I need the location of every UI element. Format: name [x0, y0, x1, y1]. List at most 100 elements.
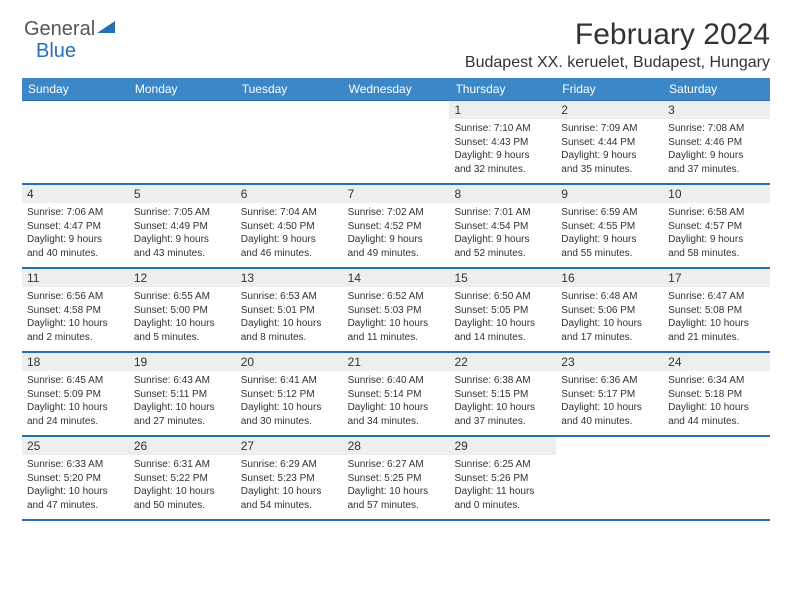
sunrise-text: Sunrise: 6:56 AM	[27, 290, 124, 304]
day-number: 13	[236, 269, 343, 287]
day-number: 24	[663, 353, 770, 371]
daylight-text: and 50 minutes.	[134, 499, 231, 513]
day-info: Sunrise: 6:29 AMSunset: 5:23 PMDaylight:…	[236, 455, 343, 516]
day-number: 22	[449, 353, 556, 371]
sunset-text: Sunset: 4:58 PM	[27, 304, 124, 318]
day-number: 28	[343, 437, 450, 455]
daylight-text: Daylight: 9 hours	[134, 233, 231, 247]
daylight-text: and 58 minutes.	[668, 247, 765, 261]
daylight-text: and 21 minutes.	[668, 331, 765, 345]
sunset-text: Sunset: 5:08 PM	[668, 304, 765, 318]
day-number	[343, 101, 450, 119]
logo-text-general: General	[24, 18, 95, 41]
day-cell: 15Sunrise: 6:50 AMSunset: 5:05 PMDayligh…	[449, 269, 556, 351]
daylight-text: and 55 minutes.	[561, 247, 658, 261]
day-cell	[663, 437, 770, 519]
sunset-text: Sunset: 5:05 PM	[454, 304, 551, 318]
sunset-text: Sunset: 5:17 PM	[561, 388, 658, 402]
header: General February 2024 Budapest XX. kerue…	[22, 18, 770, 72]
sunrise-text: Sunrise: 7:10 AM	[454, 122, 551, 136]
daylight-text: and 14 minutes.	[454, 331, 551, 345]
calendar-grid: Sunday Monday Tuesday Wednesday Thursday…	[22, 78, 770, 521]
sunrise-text: Sunrise: 6:40 AM	[348, 374, 445, 388]
weekday-wednesday: Wednesday	[343, 78, 450, 100]
day-number: 18	[22, 353, 129, 371]
sunset-text: Sunset: 5:14 PM	[348, 388, 445, 402]
day-info: Sunrise: 6:56 AMSunset: 4:58 PMDaylight:…	[22, 287, 129, 348]
day-info: Sunrise: 6:50 AMSunset: 5:05 PMDaylight:…	[449, 287, 556, 348]
day-cell: 23Sunrise: 6:36 AMSunset: 5:17 PMDayligh…	[556, 353, 663, 435]
day-info: Sunrise: 6:25 AMSunset: 5:26 PMDaylight:…	[449, 455, 556, 516]
weekday-header-row: Sunday Monday Tuesday Wednesday Thursday…	[22, 78, 770, 101]
day-cell: 16Sunrise: 6:48 AMSunset: 5:06 PMDayligh…	[556, 269, 663, 351]
sunset-text: Sunset: 5:12 PM	[241, 388, 338, 402]
sunrise-text: Sunrise: 6:33 AM	[27, 458, 124, 472]
daylight-text: and 40 minutes.	[27, 247, 124, 261]
day-number	[663, 437, 770, 455]
sunrise-text: Sunrise: 6:43 AM	[134, 374, 231, 388]
daylight-text: Daylight: 9 hours	[668, 233, 765, 247]
daylight-text: Daylight: 9 hours	[241, 233, 338, 247]
sunset-text: Sunset: 5:22 PM	[134, 472, 231, 486]
day-number: 17	[663, 269, 770, 287]
day-cell	[556, 437, 663, 519]
day-number: 23	[556, 353, 663, 371]
sunset-text: Sunset: 5:00 PM	[134, 304, 231, 318]
daylight-text: and 57 minutes.	[348, 499, 445, 513]
day-number: 4	[22, 185, 129, 203]
day-number	[556, 437, 663, 455]
daylight-text: and 2 minutes.	[27, 331, 124, 345]
day-info: Sunrise: 6:53 AMSunset: 5:01 PMDaylight:…	[236, 287, 343, 348]
sunset-text: Sunset: 5:15 PM	[454, 388, 551, 402]
daylight-text: and 37 minutes.	[454, 415, 551, 429]
day-cell: 22Sunrise: 6:38 AMSunset: 5:15 PMDayligh…	[449, 353, 556, 435]
day-number: 25	[22, 437, 129, 455]
sunrise-text: Sunrise: 6:58 AM	[668, 206, 765, 220]
daylight-text: and 40 minutes.	[561, 415, 658, 429]
day-info: Sunrise: 6:43 AMSunset: 5:11 PMDaylight:…	[129, 371, 236, 432]
day-cell: 7Sunrise: 7:02 AMSunset: 4:52 PMDaylight…	[343, 185, 450, 267]
day-cell: 14Sunrise: 6:52 AMSunset: 5:03 PMDayligh…	[343, 269, 450, 351]
sunset-text: Sunset: 4:44 PM	[561, 136, 658, 150]
day-cell	[343, 101, 450, 183]
daylight-text: and 17 minutes.	[561, 331, 658, 345]
day-number: 8	[449, 185, 556, 203]
daylight-text: and 35 minutes.	[561, 163, 658, 177]
sunrise-text: Sunrise: 7:01 AM	[454, 206, 551, 220]
sunset-text: Sunset: 4:47 PM	[27, 220, 124, 234]
logo: General	[22, 18, 117, 41]
logo-triangle-icon	[97, 19, 115, 40]
day-number: 10	[663, 185, 770, 203]
day-cell: 18Sunrise: 6:45 AMSunset: 5:09 PMDayligh…	[22, 353, 129, 435]
daylight-text: Daylight: 10 hours	[241, 317, 338, 331]
day-info: Sunrise: 7:01 AMSunset: 4:54 PMDaylight:…	[449, 203, 556, 264]
sunset-text: Sunset: 4:49 PM	[134, 220, 231, 234]
weekday-thursday: Thursday	[449, 78, 556, 100]
day-number: 3	[663, 101, 770, 119]
day-number: 14	[343, 269, 450, 287]
day-info: Sunrise: 6:33 AMSunset: 5:20 PMDaylight:…	[22, 455, 129, 516]
day-info: Sunrise: 6:38 AMSunset: 5:15 PMDaylight:…	[449, 371, 556, 432]
daylight-text: and 11 minutes.	[348, 331, 445, 345]
day-number	[22, 101, 129, 119]
day-number: 26	[129, 437, 236, 455]
daylight-text: and 24 minutes.	[27, 415, 124, 429]
weekday-tuesday: Tuesday	[236, 78, 343, 100]
sunset-text: Sunset: 5:26 PM	[454, 472, 551, 486]
sunset-text: Sunset: 4:54 PM	[454, 220, 551, 234]
day-number	[236, 101, 343, 119]
sunset-text: Sunset: 4:52 PM	[348, 220, 445, 234]
sunset-text: Sunset: 5:18 PM	[668, 388, 765, 402]
daylight-text: and 37 minutes.	[668, 163, 765, 177]
daylight-text: and 34 minutes.	[348, 415, 445, 429]
daylight-text: Daylight: 10 hours	[668, 317, 765, 331]
day-cell: 21Sunrise: 6:40 AMSunset: 5:14 PMDayligh…	[343, 353, 450, 435]
daylight-text: Daylight: 10 hours	[134, 401, 231, 415]
sunset-text: Sunset: 4:55 PM	[561, 220, 658, 234]
daylight-text: and 47 minutes.	[27, 499, 124, 513]
sunrise-text: Sunrise: 7:09 AM	[561, 122, 658, 136]
sunrise-text: Sunrise: 6:31 AM	[134, 458, 231, 472]
day-info: Sunrise: 6:36 AMSunset: 5:17 PMDaylight:…	[556, 371, 663, 432]
sunset-text: Sunset: 5:20 PM	[27, 472, 124, 486]
sunrise-text: Sunrise: 6:59 AM	[561, 206, 658, 220]
